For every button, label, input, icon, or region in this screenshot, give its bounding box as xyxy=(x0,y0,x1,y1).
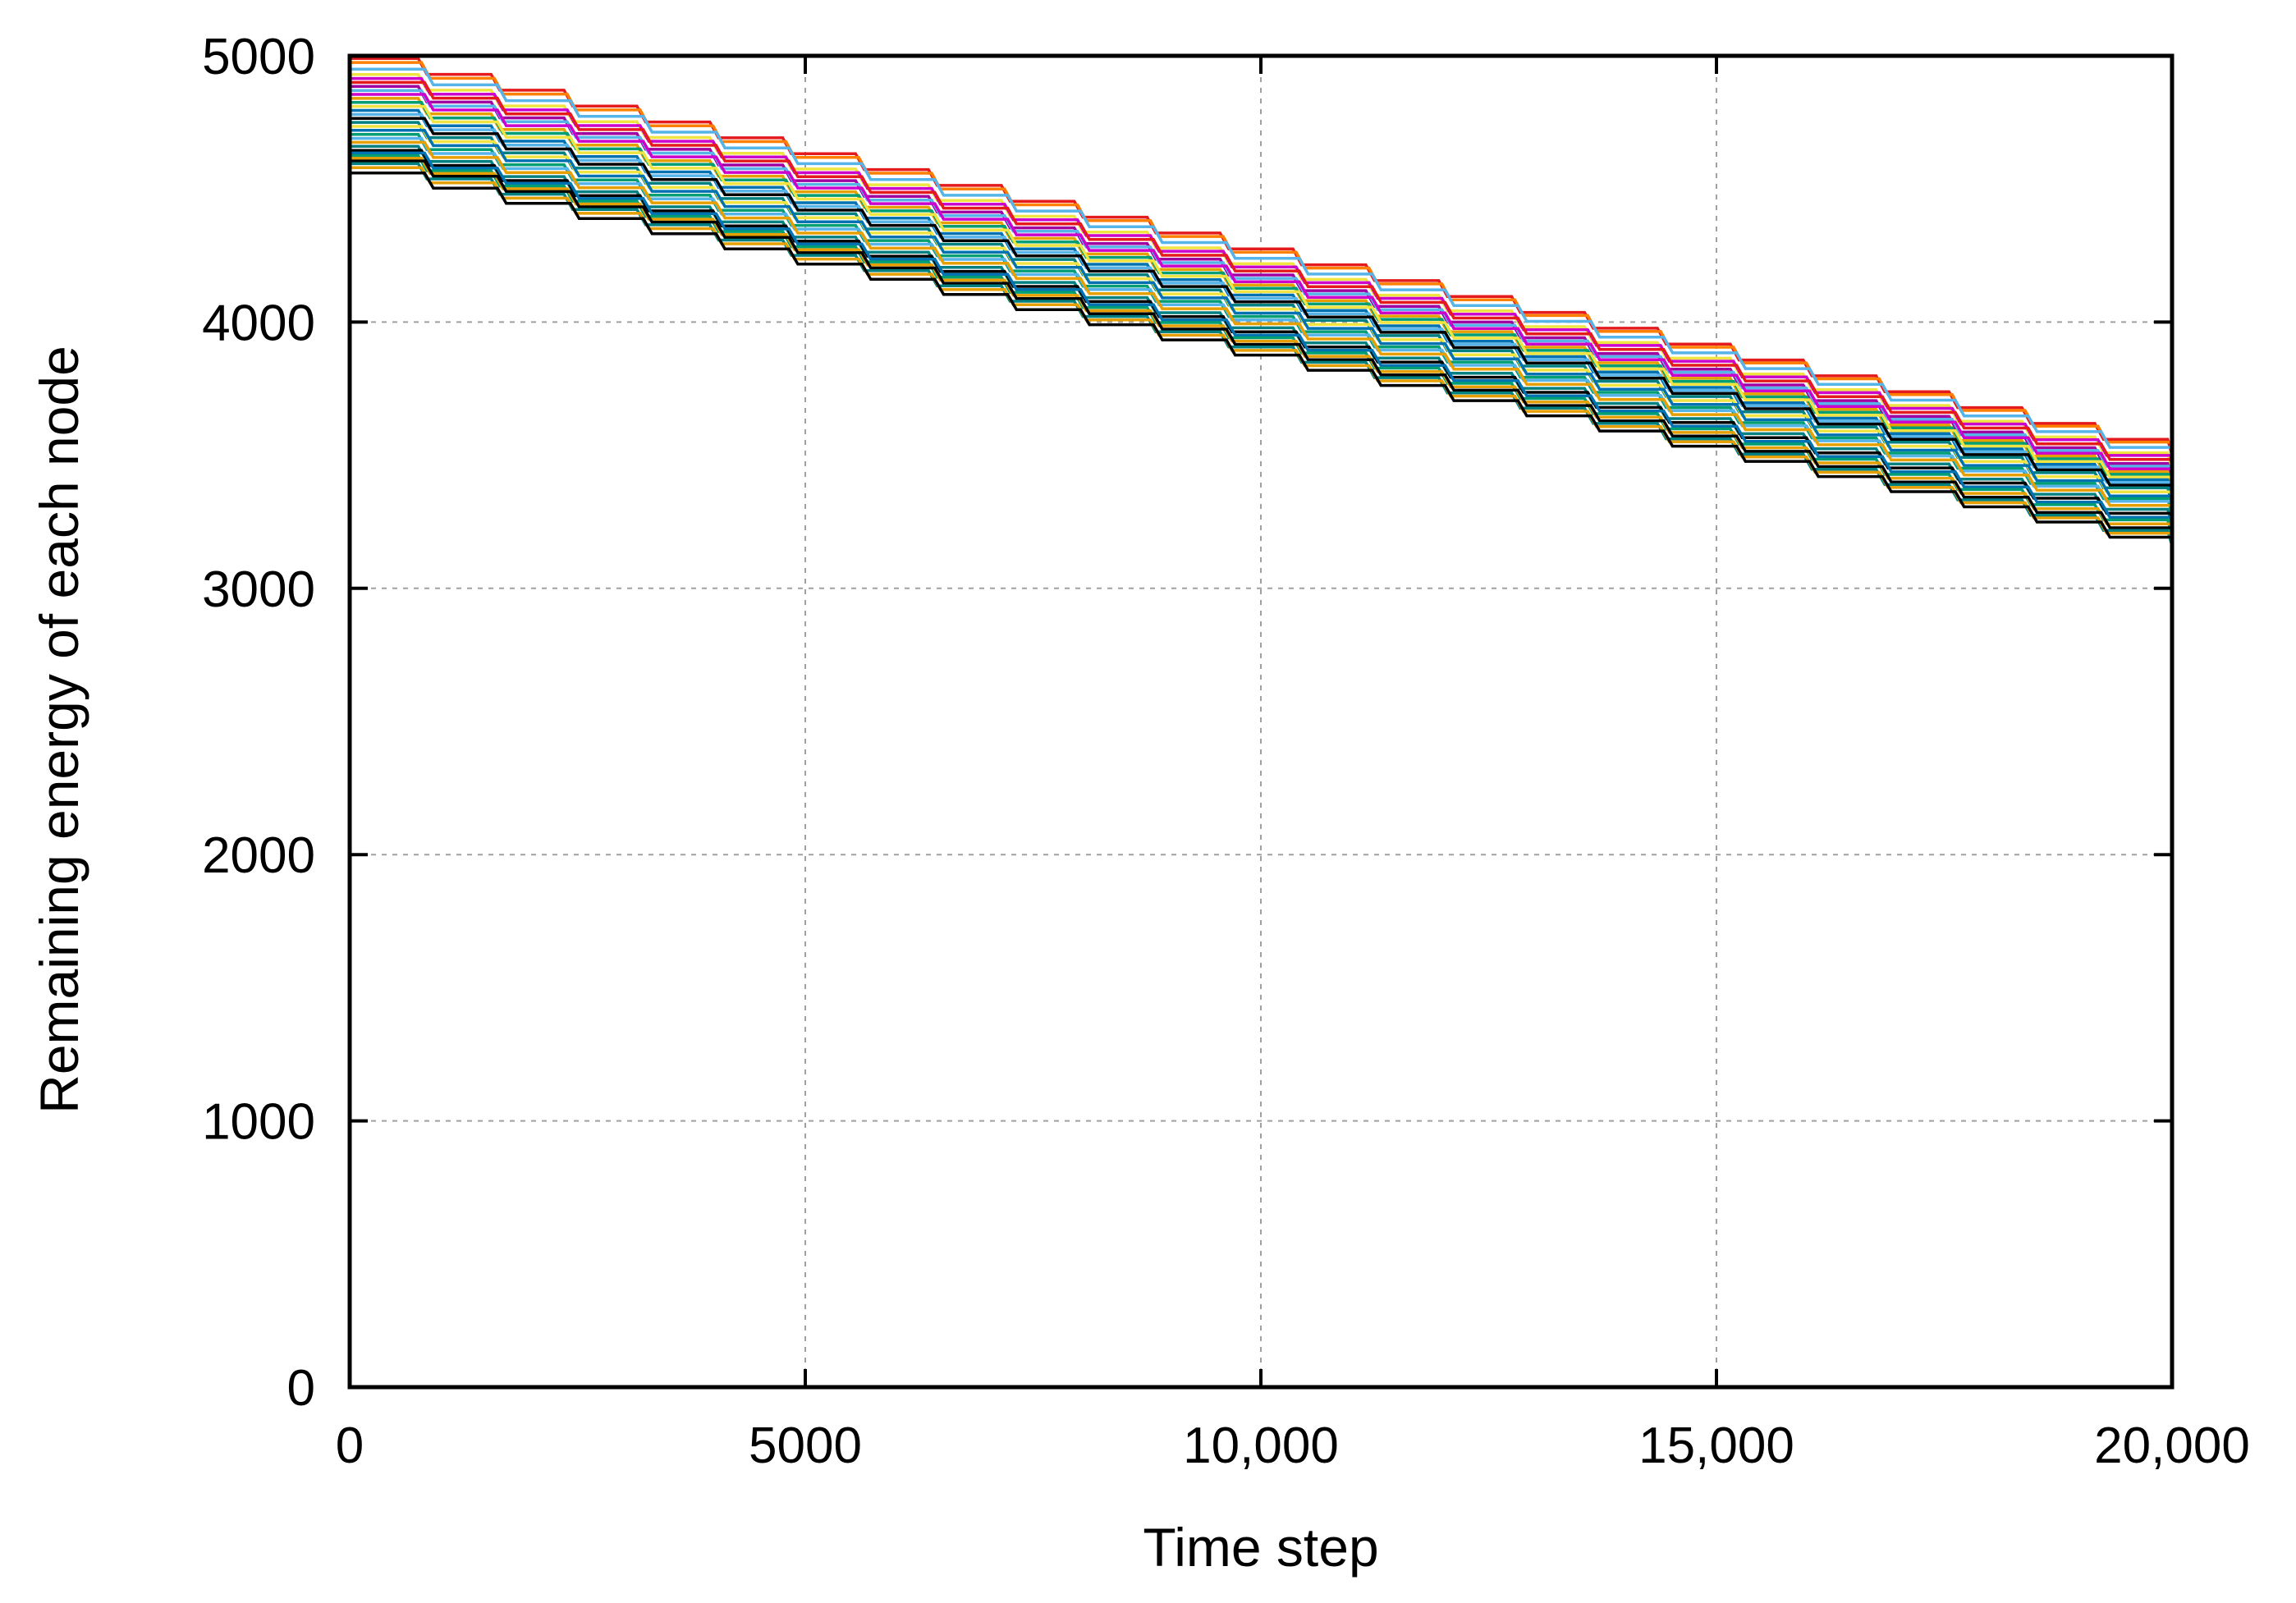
y-tick-label: 1000 xyxy=(202,1094,315,1151)
x-tick-label: 5000 xyxy=(749,1418,862,1474)
series-line xyxy=(350,159,2174,543)
x-tick-label: 15,000 xyxy=(1638,1418,1794,1474)
x-tick-label: 10,000 xyxy=(1183,1418,1339,1474)
y-tick-label: 2000 xyxy=(202,827,315,884)
series-line xyxy=(350,80,2174,475)
grid-lines xyxy=(350,56,2172,1387)
y-tick-label: 0 xyxy=(287,1360,315,1417)
series-line xyxy=(350,93,2174,485)
y-tick-label: 4000 xyxy=(202,295,315,351)
x-tick-label: 20,000 xyxy=(2094,1418,2250,1474)
y-tick-label: 5000 xyxy=(202,29,315,85)
x-tick-labels: 0 5000 10,000 15,000 20,000 xyxy=(336,1418,2250,1474)
series-line xyxy=(350,151,2174,533)
series-line xyxy=(350,140,2174,521)
series-line xyxy=(350,171,2174,552)
x-axis-title: Time step xyxy=(1143,1517,1378,1578)
y-tick-label: 3000 xyxy=(202,561,315,618)
series-line xyxy=(350,129,2174,511)
x-tick-label: 0 xyxy=(336,1418,364,1474)
y-axis-title: Remaining energy of each node xyxy=(29,346,89,1114)
y-tick-labels: 0 1000 2000 3000 4000 5000 xyxy=(202,29,315,1417)
series-line xyxy=(350,117,2174,501)
series-line xyxy=(350,104,2174,492)
axis-ticks xyxy=(348,54,2174,1389)
series-lines xyxy=(350,57,2174,552)
series-line xyxy=(350,67,2174,464)
